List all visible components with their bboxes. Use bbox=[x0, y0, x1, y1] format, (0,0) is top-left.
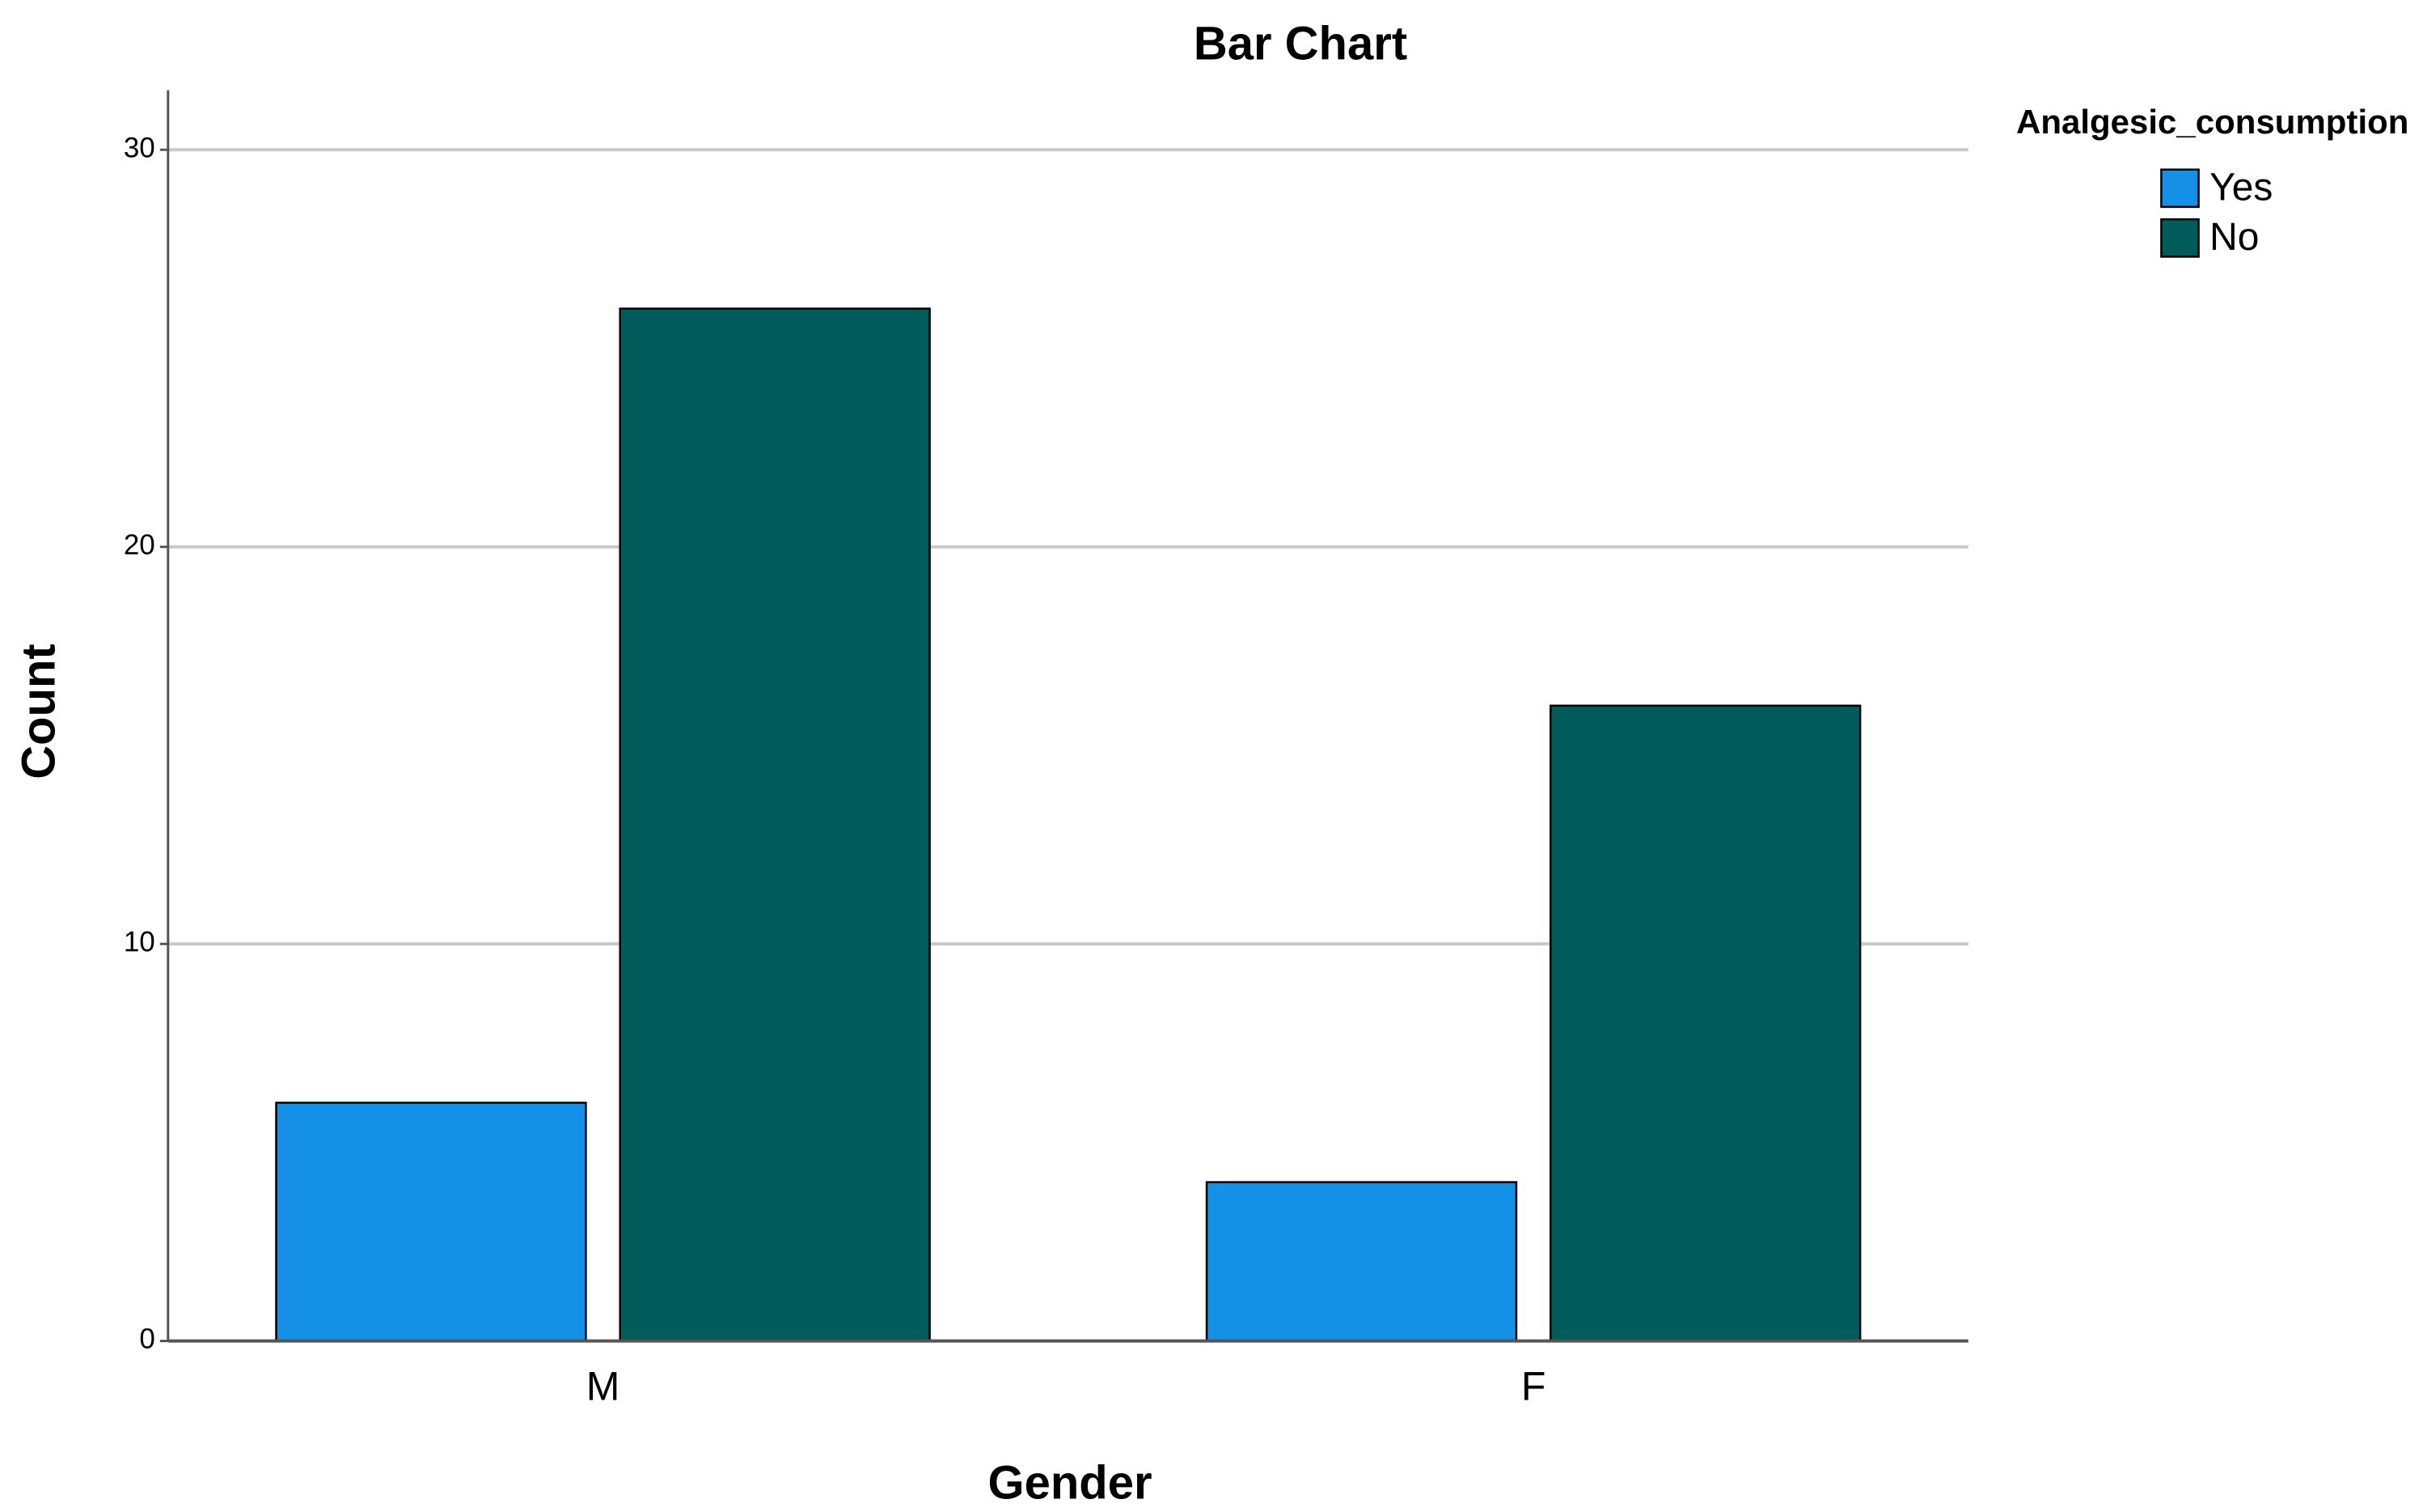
bar bbox=[1550, 704, 1862, 1342]
chart-title: Bar Chart bbox=[1194, 17, 1407, 70]
y-axis-label: Count bbox=[12, 644, 65, 779]
legend-label: Yes bbox=[2209, 166, 2273, 209]
y-tick-label: 30 bbox=[124, 133, 155, 164]
x-tick-label: F bbox=[1521, 1364, 1546, 1409]
bar bbox=[275, 1101, 587, 1342]
bar bbox=[619, 307, 931, 1342]
y-tick-label: 20 bbox=[124, 530, 155, 561]
legend-label: No bbox=[2209, 216, 2259, 259]
x-tick-label: M bbox=[586, 1364, 620, 1409]
legend-swatch bbox=[2160, 218, 2200, 258]
y-tick-label: 0 bbox=[139, 1324, 154, 1355]
legend-title: Analgesic_consumption bbox=[2016, 103, 2408, 141]
y-tick-label: 10 bbox=[124, 927, 155, 958]
bar bbox=[1205, 1180, 1518, 1342]
x-axis-label: Gender bbox=[987, 1456, 1152, 1509]
legend-swatch bbox=[2160, 168, 2200, 209]
